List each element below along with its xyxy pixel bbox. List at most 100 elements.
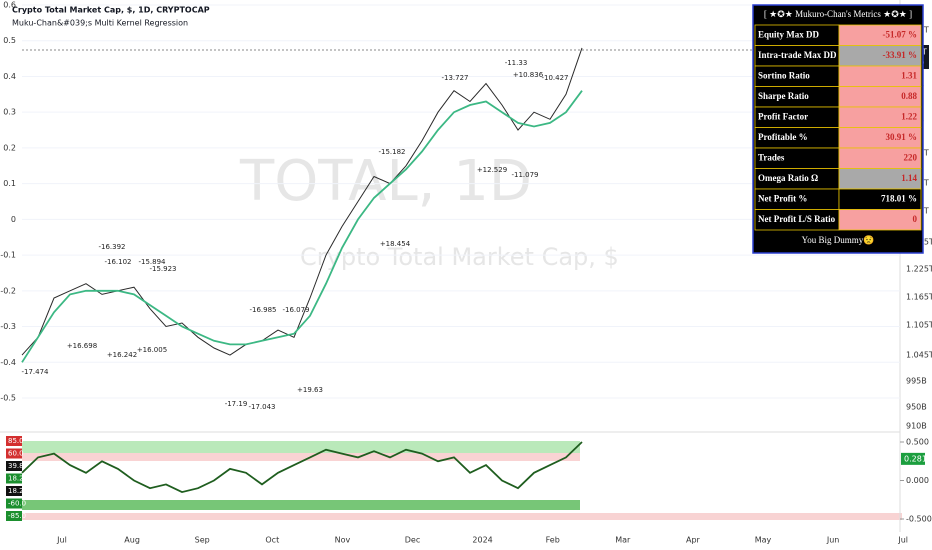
level-box	[6, 448, 22, 459]
lower-band	[22, 513, 902, 520]
price-label: 1.165T	[906, 293, 932, 302]
annotation: -11.079	[511, 171, 538, 179]
level-label: 85.0	[8, 437, 24, 445]
x-tick-label: Jul	[56, 536, 67, 545]
upper-band	[22, 453, 580, 461]
x-tick-label: Feb	[546, 536, 560, 545]
os-band	[22, 500, 580, 510]
y-tick-label: -0.5	[0, 394, 16, 403]
metric-label: Profit Factor	[758, 111, 808, 121]
metric-value: 220	[904, 152, 918, 162]
x-tick-label: Dec	[405, 536, 420, 545]
level-box	[6, 436, 22, 446]
metric-label: Sortino Ratio	[758, 70, 810, 80]
y-tick-label: 0.3	[3, 108, 16, 117]
metric-label: Omega Ratio Ω	[758, 173, 818, 183]
price-label: 1.105T	[906, 321, 932, 330]
level-box	[6, 498, 22, 509]
metric-label: Profitable %	[758, 132, 808, 142]
annotation: -15.182	[378, 148, 405, 156]
metric-value: 718.01 %	[881, 193, 917, 203]
metrics-title: [ ★✪★ Mukuro-Chan's Metrics ★✪★ ]	[764, 9, 912, 19]
metric-label: Net Profit %	[758, 193, 807, 203]
x-tick-label: Nov	[335, 536, 351, 545]
metric-value: 0.88	[901, 91, 917, 101]
annotation: -17.19	[225, 400, 248, 408]
x-tick-label: Apr	[686, 536, 701, 545]
series-line	[21, 90, 583, 363]
level-box	[6, 473, 22, 484]
y-tick-label: -0.3	[0, 322, 16, 331]
metric-value: 0	[913, 214, 918, 224]
symbol-title: Crypto Total Market Cap, $, 1D, CRYPTOCA…	[12, 6, 210, 15]
x-tick-label: 2024	[472, 536, 492, 545]
x-tick-label: Aug	[124, 536, 140, 545]
y-tick-label: 0	[11, 215, 16, 224]
annotation: +16.005	[137, 346, 167, 354]
level-label: 60.0	[8, 450, 24, 458]
y-tick-label: -0.2	[0, 286, 16, 295]
metric-label: Equity Max DD	[758, 29, 820, 39]
y-tick-label: 0.4	[3, 72, 16, 81]
current-value-label: 0.281	[904, 454, 927, 463]
annotation: +19.63	[297, 386, 323, 394]
annotation: -15.923	[149, 265, 176, 273]
metric-value-cell	[838, 209, 922, 231]
ob-band	[22, 441, 580, 453]
level-label: 39.8	[8, 462, 24, 470]
y-tick-label: 0.6	[3, 1, 16, 10]
level-label: -85.0	[8, 512, 26, 520]
indicator-title: Muku-Chan&#039;s Multi Kernel Regression	[12, 19, 188, 28]
metric-label: Net Profit L/S Ratio	[758, 214, 836, 224]
y-tick-label: 0.5	[3, 36, 16, 45]
current-value-box	[901, 452, 925, 465]
price-label: 1.225T	[906, 265, 932, 274]
x-tick-label: Oct	[265, 536, 279, 545]
level-label: -60.0	[8, 500, 26, 508]
annotation: -17.474	[21, 368, 49, 376]
metric-value: -51.07 %	[883, 29, 918, 39]
annotation: -10.427	[541, 74, 568, 82]
x-tick-label: May	[755, 536, 772, 545]
metric-label: Sharpe Ratio	[758, 91, 809, 101]
y-tick-label: 0.500	[906, 438, 929, 447]
y-tick-label: 0.2	[3, 143, 16, 152]
x-tick-label: Sep	[195, 536, 210, 545]
price-label: 1.045T	[906, 351, 932, 360]
annotation: +18.454	[380, 240, 411, 248]
metric-value: 1.14	[901, 173, 917, 183]
price-label: 910B	[906, 422, 927, 431]
annotation: -15.894	[138, 258, 166, 266]
y-tick-label: 0.000	[906, 476, 929, 485]
metric-value: -33.91 %	[883, 50, 918, 60]
level-label: 18.2	[8, 475, 24, 483]
level-box	[6, 511, 22, 521]
series-line	[21, 441, 583, 494]
metric-value: 1.31	[901, 70, 917, 80]
price-label: 995B	[906, 377, 927, 386]
price-label: 950B	[906, 403, 927, 412]
annotation: -16.079	[282, 306, 309, 314]
metrics-footer: You Big Dummy😟	[802, 235, 875, 245]
metric-label: Intra-trade Max DD	[758, 50, 837, 60]
watermark-sub: Crypto Total Market Cap, $	[300, 243, 619, 271]
metric-value: 30.91 %	[886, 132, 918, 142]
x-tick-label: Jun	[826, 536, 840, 545]
level-label: 18.2	[8, 487, 24, 495]
y-tick-label: -0.500	[906, 515, 932, 524]
metric-label: Trades	[758, 152, 785, 162]
y-tick-label: 0.1	[3, 179, 16, 188]
level-box	[6, 461, 22, 471]
annotation: -11.33	[505, 59, 528, 67]
annotation: +16.242	[107, 351, 137, 359]
annotation: +12.529	[477, 166, 507, 174]
metric-value: 1.22	[901, 111, 917, 121]
annotation: -16.102	[104, 258, 131, 266]
level-box	[6, 486, 22, 496]
y-tick-label: -0.4	[0, 358, 16, 367]
annotation: -13.727	[441, 74, 468, 82]
annotation: +10.836	[513, 71, 544, 79]
annotation: -17.043	[248, 403, 275, 411]
